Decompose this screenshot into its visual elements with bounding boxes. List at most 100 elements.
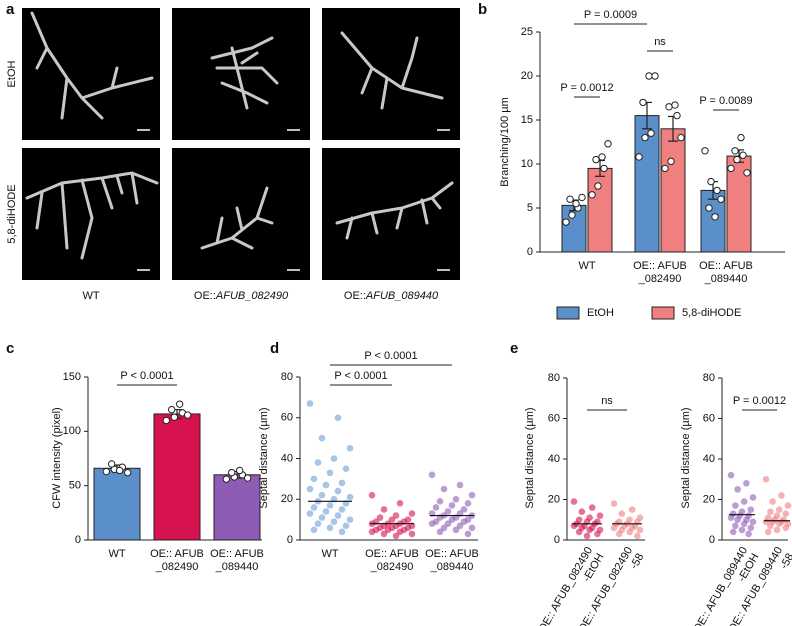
data-point (170, 413, 179, 421)
data-point (762, 475, 770, 483)
data-point (711, 213, 719, 221)
significance-label: P < 0.0001 (364, 350, 417, 362)
y-tick-label: 150 (63, 371, 81, 383)
data-point (769, 498, 776, 505)
data-point (594, 182, 602, 190)
x-tick-label: OE:: AFUB _089440 (210, 548, 264, 573)
data-point (338, 479, 346, 487)
y-tick-label: 40 (548, 453, 560, 465)
data-point (306, 485, 314, 493)
y-tick-label: 60 (548, 412, 560, 424)
y-tick-label: 0 (527, 246, 533, 258)
data-point (123, 468, 132, 477)
data-point (743, 169, 751, 177)
data-point (396, 500, 404, 507)
y-tick-label: 40 (281, 452, 293, 464)
data-point (635, 153, 643, 161)
data-point (460, 518, 468, 525)
significance-label: P < 0.0001 (334, 370, 387, 382)
data-point (583, 532, 591, 540)
data-point (314, 520, 322, 527)
data-point (326, 524, 334, 532)
data-point (747, 506, 755, 513)
y-tick-label: 15 (521, 114, 533, 126)
data-point (468, 524, 476, 532)
data-point (396, 528, 404, 536)
data-point (749, 518, 757, 526)
data-point (651, 72, 659, 80)
data-point (436, 528, 444, 536)
data-point (306, 400, 314, 407)
data-point (578, 508, 586, 515)
data-point (222, 475, 231, 483)
data-point (588, 191, 596, 199)
data-point (183, 411, 192, 419)
data-point (733, 155, 741, 164)
data-point (732, 502, 739, 509)
data-point (667, 157, 675, 166)
data-point (762, 518, 770, 526)
y-tick-label: 40 (703, 453, 715, 465)
data-point (175, 400, 184, 408)
significance-label: P = 0.0012 (560, 82, 613, 94)
data-point (641, 133, 649, 142)
data-point (677, 133, 685, 142)
legend-label: EtOH (587, 307, 614, 319)
y-tick-label: 100 (63, 425, 81, 437)
panel-label: b (478, 1, 487, 18)
data-point (734, 486, 741, 493)
data-point (671, 101, 679, 109)
data-point (778, 492, 785, 499)
data-point (318, 491, 326, 499)
data-point (636, 526, 644, 534)
panel-label: a (6, 1, 15, 18)
data-point (342, 465, 350, 472)
column-label: OE::AFUB_082490 (194, 290, 289, 302)
data-point (346, 445, 354, 452)
x-tick-label: OE:: AFUB _089440 (699, 260, 753, 285)
x-tick-label: OE:: AFUB _082490 (150, 548, 204, 573)
data-point (346, 516, 354, 523)
column-label: WT (82, 290, 99, 302)
data-point (775, 520, 783, 528)
x-tick-label: WT (108, 548, 125, 560)
data-point (330, 518, 338, 525)
data-point (167, 405, 176, 414)
data-point (615, 530, 623, 538)
x-tick-label: OE:: AFUB _082490 (365, 548, 419, 573)
data-point (318, 434, 326, 442)
data-point (338, 528, 346, 536)
data-point (562, 218, 570, 226)
data-point (717, 195, 725, 203)
data-point (575, 528, 583, 536)
bar (93, 467, 141, 541)
data-point (460, 506, 468, 513)
data-point (162, 416, 171, 425)
legend-label: 5,8-diHODE (682, 307, 741, 319)
significance-label: P = 0.0089 (699, 95, 752, 107)
y-tick-label: 0 (554, 534, 560, 546)
data-point (782, 524, 790, 532)
y-tick-label: 20 (703, 493, 715, 505)
data-point (578, 193, 586, 202)
data-point (432, 504, 440, 511)
data-point (310, 526, 318, 534)
data-point (775, 506, 783, 513)
column-label: OE::AFUB_089440 (344, 290, 439, 302)
significance-label: P < 0.0001 (120, 370, 173, 382)
y-tick-label: 0 (709, 534, 715, 546)
data-point (600, 164, 608, 173)
data-point (647, 129, 655, 137)
data-point (731, 147, 739, 155)
y-tick-label: 0 (287, 534, 293, 546)
bar (213, 474, 261, 541)
data-point (342, 522, 350, 530)
data-point (665, 103, 673, 111)
significance-label: ns (601, 395, 613, 407)
data-point (604, 140, 612, 148)
data-point (322, 481, 330, 489)
data-point (767, 522, 774, 530)
data-point (115, 466, 124, 475)
data-point (568, 211, 576, 219)
